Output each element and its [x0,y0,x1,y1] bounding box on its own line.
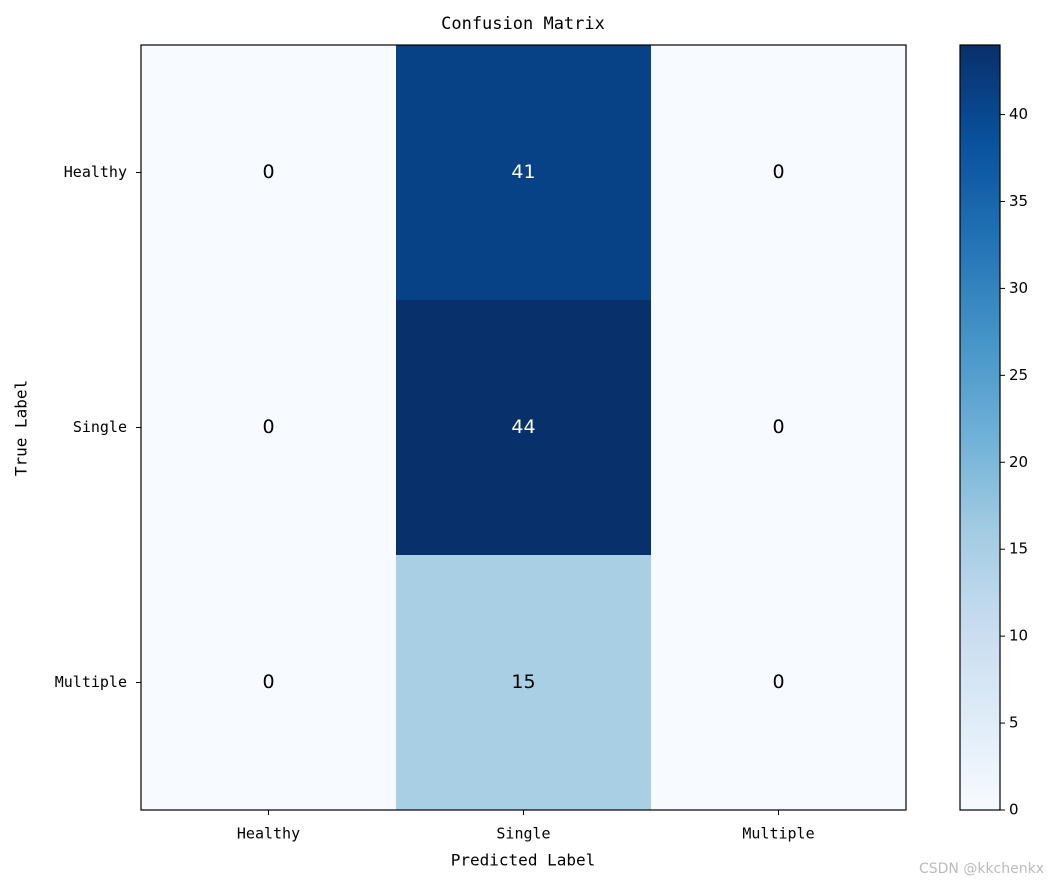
y-tick-label: Healthy [64,163,127,181]
colorbar [959,44,1001,811]
cell-label: 0 [772,671,784,693]
x-tick-label: Healthy [237,825,300,843]
cell-label: 0 [772,161,784,183]
colorbar-tick-label: 15 [1009,540,1028,558]
cell [396,45,652,301]
cell [651,300,907,556]
watermark: CSDN @kkchenkx [919,861,1044,877]
cell [396,300,652,556]
colorbar-tick-label: 40 [1009,105,1028,123]
cell [651,45,907,301]
colorbar-tick-label: 25 [1009,366,1028,384]
y-tick-label: Multiple [55,673,127,691]
colorbar-tick-label: 35 [1009,192,1028,210]
colorbar-tick-label: 30 [1009,279,1028,297]
colorbar-tick-label: 0 [1009,801,1019,819]
cell-label: 0 [262,671,274,693]
x-tick-label: Single [496,825,550,843]
y-axis-label: True Label [12,380,31,476]
cell-label: 15 [511,671,535,693]
cell [141,300,397,556]
x-axis-label: Predicted Label [451,851,596,870]
x-tick-label: Multiple [742,825,814,843]
chart-title: Confusion Matrix [441,14,605,34]
cell [396,555,652,811]
cell [141,555,397,811]
cell-label: 44 [511,416,535,438]
colorbar-tick-label: 10 [1009,627,1028,645]
y-tick-label: Single [73,418,127,436]
colorbar-tick-label: 20 [1009,453,1028,471]
colorbar-tick-label: 5 [1009,714,1019,732]
cell-label: 0 [262,416,274,438]
cell-label: 0 [772,416,784,438]
cell-label: 41 [511,161,535,183]
cell [651,555,907,811]
cell-label: 0 [262,161,274,183]
cell [141,45,397,301]
